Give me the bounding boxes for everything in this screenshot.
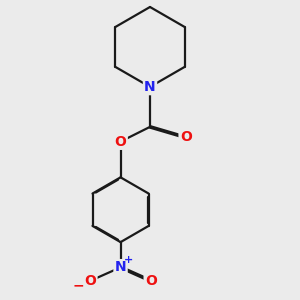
Text: N: N <box>115 260 126 274</box>
Text: O: O <box>145 274 157 288</box>
Text: +: + <box>124 255 133 265</box>
Text: −: − <box>73 278 84 292</box>
Text: O: O <box>84 274 96 288</box>
Text: N: N <box>144 80 156 94</box>
Text: O: O <box>115 135 127 148</box>
Text: O: O <box>180 130 192 144</box>
